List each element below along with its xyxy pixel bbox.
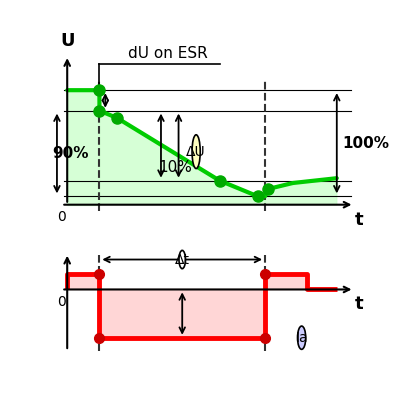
Text: dU on ESR: dU on ESR — [128, 46, 208, 61]
Text: 0: 0 — [58, 210, 66, 224]
Circle shape — [179, 250, 185, 269]
Circle shape — [297, 326, 306, 349]
Polygon shape — [265, 274, 308, 290]
Text: 10%: 10% — [159, 160, 193, 174]
Text: Ia: Ia — [295, 331, 308, 345]
Text: 0: 0 — [58, 295, 66, 309]
Text: t: t — [355, 295, 364, 313]
Polygon shape — [265, 178, 337, 205]
Polygon shape — [67, 274, 99, 290]
Text: t: t — [355, 211, 364, 229]
Text: Δt: Δt — [175, 252, 190, 266]
Text: 100%: 100% — [343, 136, 389, 151]
Polygon shape — [99, 111, 265, 205]
Polygon shape — [99, 290, 265, 338]
Text: ΔU: ΔU — [186, 145, 206, 159]
Text: 90%: 90% — [52, 146, 89, 161]
Text: U: U — [60, 32, 75, 50]
Circle shape — [192, 135, 200, 168]
Polygon shape — [67, 90, 99, 205]
